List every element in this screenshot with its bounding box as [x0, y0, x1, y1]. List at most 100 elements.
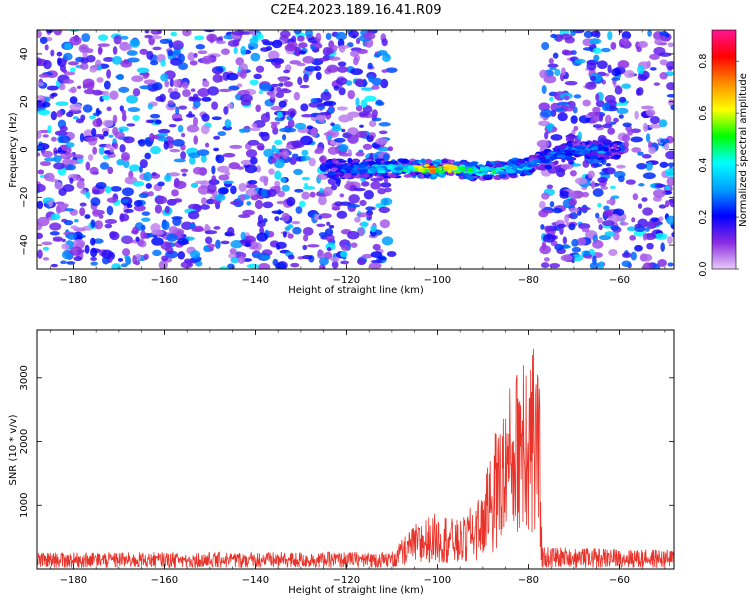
spectrogram-noise-cell	[626, 226, 637, 232]
spectrogram-noise-cell	[560, 163, 574, 170]
spectrogram-noise-cell	[302, 55, 315, 64]
spectrogram-noise-cell	[604, 94, 616, 104]
spectrogram-noise-cell	[66, 261, 76, 265]
spectrogram-noise-cell	[294, 188, 304, 193]
spectrogram-noise-cell	[337, 38, 345, 47]
spectrogram-noise-cell	[88, 115, 96, 120]
spectrogram-noise-cell	[49, 222, 62, 231]
spectrogram-noise-cell	[293, 30, 302, 35]
spectrogram-noise-cell	[171, 189, 179, 197]
spectrogram-noise-cell	[348, 30, 359, 39]
spectrogram-signal-cell	[348, 165, 355, 169]
spectrogram-signal-cell	[338, 160, 346, 163]
spectrogram-noise-cell	[215, 66, 224, 72]
spectrogram-noise-cell	[90, 261, 98, 266]
spectrogram-noise-cell	[191, 227, 205, 232]
spectrogram-noise-cell	[190, 88, 196, 92]
spectrogram-signal-cell	[416, 168, 425, 172]
spectrogram-noise-cell	[569, 170, 577, 177]
snr-x-label: Height of straight line (km)	[288, 585, 424, 596]
spectrogram-signal-cell	[512, 165, 518, 170]
spectrogram-noise-cell	[247, 179, 258, 185]
spectrogram-noise-cell	[132, 254, 137, 265]
spectrogram-noise-cell	[182, 89, 191, 97]
spectrogram-noise-cell	[186, 124, 200, 133]
spectrogram-noise-cell	[99, 136, 105, 140]
spectrogram-noise-cell	[365, 206, 375, 211]
spectrogram-noise-cell	[113, 35, 122, 45]
spectrogram-noise-cell	[177, 53, 185, 63]
spectrogram-noise-cell	[218, 174, 230, 181]
spectrogram-noise-cell	[262, 201, 274, 209]
spectrogram-noise-cell	[104, 186, 112, 194]
spectrogram-noise-cell	[96, 65, 102, 71]
spectrogram-noise-cell	[338, 114, 351, 123]
spectrogram-noise-cell	[37, 57, 43, 67]
spectrogram-noise-cell	[317, 57, 329, 62]
spectrogram-noise-cell	[604, 231, 616, 237]
spectrogram-noise-cell	[236, 83, 243, 88]
spectrogram-noise-cell	[338, 87, 346, 96]
spectrogram-noise-cell	[363, 32, 376, 40]
spectrogram-noise-cell	[285, 144, 294, 150]
spectrogram-noise-cell	[539, 245, 551, 255]
spectrogram-noise-cell	[283, 69, 290, 74]
spectrogram-noise-cell	[136, 67, 150, 74]
spectrogram-noise-cell	[177, 62, 189, 70]
spectrogram-noise-cell	[540, 109, 553, 118]
spectrogram-noise-cell	[542, 233, 556, 243]
spectrogram-signal-cell	[429, 169, 436, 174]
spectrogram-noise-cell	[90, 219, 96, 228]
spectrogram-noise-cell	[660, 138, 670, 144]
spectrogram-noise-cell	[649, 67, 657, 71]
spectrogram-noise-cell	[378, 130, 388, 135]
spectrogram-noise-cell	[220, 240, 230, 245]
spectrogram-noise-cell	[578, 206, 591, 211]
spectrogram-noise-cell	[629, 235, 637, 241]
spectrogram-noise-cell	[330, 256, 340, 262]
spectrogram-noise-cell	[375, 137, 388, 145]
spectrogram-noise-cell	[204, 223, 210, 233]
spectrogram-noise-cell	[544, 225, 552, 232]
spectrogram-noise-cell	[323, 100, 337, 107]
spectrogram-noise-cell	[90, 237, 96, 246]
spectrogram-noise-cell	[48, 199, 54, 208]
spectrogram-noise-cell	[167, 250, 174, 255]
spectrogram-noise-cell	[76, 180, 85, 189]
spectrogram-noise-cell	[151, 229, 164, 236]
spectrogram-noise-cell	[213, 226, 221, 230]
spectrogram-noise-cell	[565, 135, 575, 143]
spectrogram-noise-cell	[42, 134, 49, 138]
spectrogram-noise-cell	[369, 135, 374, 140]
spectrogram-noise-cell	[330, 184, 338, 191]
spectrogram-signal-cell	[400, 158, 410, 164]
spectrogram-noise-cell	[149, 132, 155, 142]
spectrogram-noise-cell	[124, 255, 131, 260]
spectrogram-noise-cell	[262, 218, 268, 223]
spectrogram-noise-cell	[211, 101, 219, 110]
spectrogram-noise-cell	[359, 199, 367, 207]
spectrogram-noise-cell	[260, 47, 270, 52]
spectrogram-noise-cell	[195, 180, 208, 185]
spectrogram-noise-cell	[58, 83, 66, 91]
spectrogram-noise-cell	[666, 93, 674, 98]
spectrogram-noise-cell	[97, 43, 110, 47]
spectrogram-noise-cell	[53, 162, 65, 170]
spectrogram-noise-cell	[37, 183, 46, 193]
colorbar-frame	[711, 29, 737, 270]
spectrogram-noise-cell	[255, 104, 261, 113]
spectrogram-noise-cell	[335, 77, 348, 85]
spectrogram-noise-cell	[287, 224, 294, 229]
spectrogram-noise-cell	[380, 182, 392, 188]
spectrogram-noise-cell	[617, 175, 625, 183]
spectrogram-noise-cell	[266, 188, 277, 197]
spectrogram-noise-cell	[157, 128, 171, 134]
spectrogram-noise-cell	[310, 97, 318, 104]
spectrogram-noise-cell	[381, 69, 388, 73]
spectrogram-signal-cell	[418, 166, 424, 170]
spectrogram-noise-cell	[621, 252, 632, 259]
spectrogram-y-label: Frequency (Hz)	[8, 112, 19, 188]
snr-x-tick-label: −160	[151, 575, 178, 586]
spectrogram-noise-cell	[246, 263, 260, 269]
spectrogram-noise-cell	[339, 193, 345, 198]
